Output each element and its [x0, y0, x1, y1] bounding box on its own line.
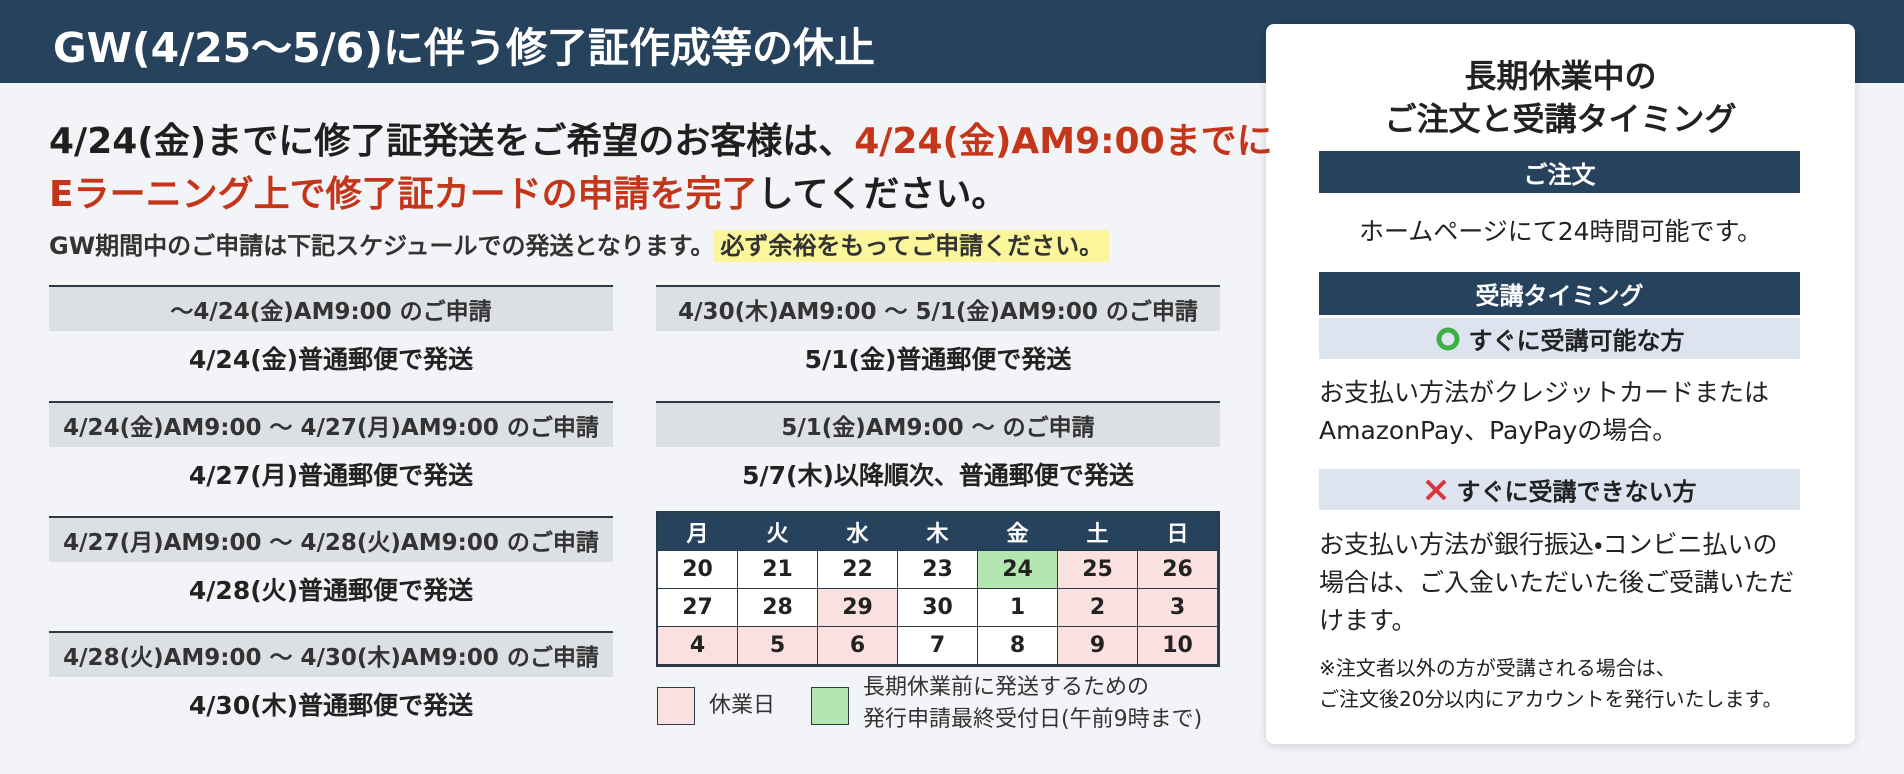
ok-heading-bar: すぐに受講可能な方	[1319, 318, 1800, 359]
ok-heading: すぐに受講可能な方	[1468, 327, 1685, 355]
ng-heading-bar: すぐに受講できない方	[1319, 469, 1800, 510]
calendar-day: 8	[978, 627, 1058, 665]
legend-swatch	[657, 687, 695, 725]
headline-text: 4/24(金)までに修了証発送をご希望のお客様は、	[49, 121, 855, 162]
calendar-day: 29	[818, 589, 898, 627]
calendar-day: 25	[1058, 551, 1138, 589]
legend-line: 発行申請最終受付日(午前9時まで)	[863, 707, 1203, 732]
calendar: 月火水木金土日 20 21 22 23 24 25 26 27 28 29 30 1 2 3 4 5 6 7 8 9 10	[656, 511, 1220, 667]
period-box: 4/28(火)AM9:00 〜 4/30(木)AM9:00 のご申請	[49, 631, 613, 677]
ng-heading: すぐに受講できない方	[1456, 478, 1697, 506]
panel-title: ご注文と受講タイミング	[1384, 100, 1737, 138]
calendar-day: 6	[818, 627, 898, 665]
note-highlight: 必ず余裕をもってご申請ください。	[714, 230, 1110, 262]
calendar-day: 4	[658, 627, 738, 665]
calendar-day: 26	[1138, 551, 1218, 589]
timing-heading: 受講タイミング	[1319, 272, 1800, 315]
footnote: ※注文者以外の方が受講される場合は、	[1319, 656, 1676, 680]
headline-line: 4/24(金)までに修了証発送をご希望のお客様は、4/24(金)AM9:00まで…	[49, 112, 1273, 164]
calendar-header: 月	[658, 513, 738, 551]
cross-icon	[1425, 479, 1446, 500]
panel-title: 長期休業中の	[1464, 57, 1657, 95]
order-text: ホームページにて24時間可能です。	[1358, 217, 1763, 246]
calendar-day: 27	[658, 589, 738, 627]
footnote: ご注文後20分以内にアカウントを発行いたします。	[1319, 687, 1783, 711]
legend-line: 長期休業前に発送するための	[863, 675, 1150, 700]
calendar-header: 金	[978, 513, 1058, 551]
order-heading: ご注文	[1319, 151, 1800, 193]
calendar-day: 2	[1058, 589, 1138, 627]
period-box: 5/1(金)AM9:00 〜 のご申請	[656, 401, 1220, 447]
legend-text: 長期休業前に発送するための発行申請最終受付日(午前9時まで)	[863, 672, 1202, 736]
calendar-day: 10	[1138, 627, 1218, 665]
calendar-day: 22	[818, 551, 898, 589]
calendar-day: 7	[898, 627, 978, 665]
calendar-day: 20	[658, 551, 738, 589]
calendar-header: 水	[818, 513, 898, 551]
period-box: 4/27(月)AM9:00 〜 4/28(火)AM9:00 のご申請	[49, 516, 613, 562]
shipping-text: 4/30(木)普通郵便で発送	[188, 691, 474, 720]
ng-text: けます。	[1319, 606, 1417, 635]
shipping-text: 5/1(金)普通郵便で発送	[804, 345, 1072, 374]
calendar-day: 30	[898, 589, 978, 627]
legend-line: 休業日	[709, 693, 776, 718]
shipping-text: 4/28(火)普通郵便で発送	[188, 576, 474, 605]
side-panel	[1266, 24, 1855, 744]
shipping-text: 4/24(金)普通郵便で発送	[188, 345, 474, 374]
circle-icon	[1436, 327, 1459, 350]
calendar-header: 火	[738, 513, 818, 551]
note-text: GW期間中のご申請は下記スケジュールでの発送となります。	[49, 232, 715, 260]
ok-text: AmazonPay、PayPayの場合。	[1319, 416, 1678, 445]
period-box: 〜4/24(金)AM9:00 のご申請	[49, 285, 613, 331]
period-box: 4/30(木)AM9:00 〜 5/1(金)AM9:00 のご申請	[656, 285, 1220, 331]
shipping-text: 5/7(木)以降順次、普通郵便で発送	[742, 461, 1134, 490]
calendar-header: 土	[1058, 513, 1138, 551]
period-box: 4/24(金)AM9:00 〜 4/27(月)AM9:00 のご申請	[49, 401, 613, 447]
calendar-day: 9	[1058, 627, 1138, 665]
calendar-header: 日	[1138, 513, 1218, 551]
calendar-day: 24	[978, 551, 1058, 589]
headline-emphasis: 4/24(金)AM9:00までに	[854, 121, 1273, 162]
calendar-day: 3	[1138, 589, 1218, 627]
calendar-day: 1	[978, 589, 1058, 627]
legend-swatch	[811, 687, 849, 725]
calendar-day: 28	[738, 589, 818, 627]
shipping-text: 4/27(月)普通郵便で発送	[188, 461, 474, 490]
ok-text: お支払い方法がクレジットカードまたは	[1319, 378, 1770, 407]
calendar-header: 木	[898, 513, 978, 551]
ng-text: お支払い方法が銀行振込・コンビニ払いの	[1319, 530, 1778, 559]
calendar-day: 21	[738, 551, 818, 589]
legend-text: 休業日	[709, 690, 775, 722]
calendar-day: 5	[738, 627, 818, 665]
headline-emphasis: Eラーニング上で修了証カードの申請を完了	[49, 174, 758, 215]
header-title: GW(4/25〜5/6)に伴う修了証作成等の休止	[53, 24, 875, 72]
ng-text: 場合は、ご入金いただいた後ご受講いただ	[1319, 568, 1795, 597]
calendar-day: 23	[898, 551, 978, 589]
note: GW期間中のご申請は下記スケジュールでの発送となります。 必ず余裕をもってご申請く…	[49, 226, 1110, 262]
headline-line: Eラーニング上で修了証カードの申請を完了してください。	[49, 165, 1007, 217]
headline-text: してください。	[757, 174, 1008, 215]
